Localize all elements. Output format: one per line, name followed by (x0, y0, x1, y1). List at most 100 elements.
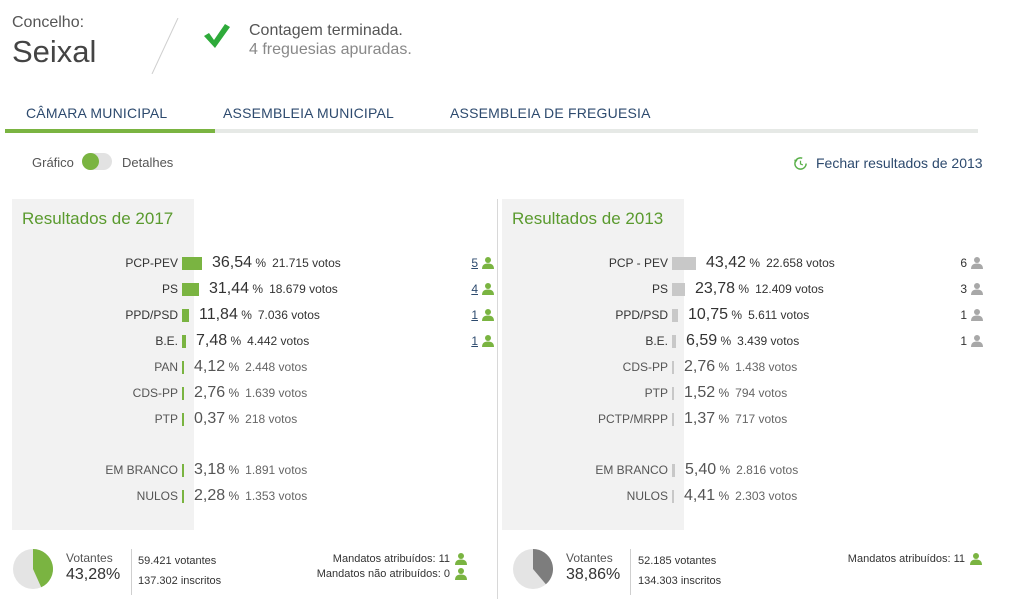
view-toggle[interactable] (82, 153, 112, 170)
vote-count: 2.816 votos (736, 463, 799, 477)
person-icon (482, 283, 494, 295)
result-bar (672, 257, 696, 270)
result-percentage: 1,52 % 794 votos (684, 384, 787, 402)
result-percentage: 6,59 % 3.439 votos (686, 332, 799, 350)
percent-value: 4,12 (194, 358, 226, 375)
percent-value: 23,78 (695, 280, 736, 297)
result-bar (672, 309, 678, 322)
turnout-2013-label: Votantes (566, 551, 613, 565)
result-percentage: 1,37 % 717 votos (684, 410, 787, 428)
tab-camara-municipal[interactable]: CÂMARA MUNICIPAL (26, 105, 168, 121)
seats-number[interactable]: 1 (471, 308, 478, 322)
percent-symbol: % (225, 386, 240, 400)
seats-assigned-2013-text: Mandatos atribuídos: 11 (847, 553, 965, 565)
party-name: PS (651, 282, 668, 296)
percent-value: 36,54 (212, 254, 253, 271)
results-2017-title: Resultados de 2017 (22, 209, 174, 228)
party-name: PAN (154, 360, 178, 374)
percent-symbol: % (728, 308, 743, 322)
vote-count: 12.409 votos (755, 282, 824, 296)
seats-count[interactable]: 1 (471, 308, 494, 322)
seats-count[interactable]: 4 (471, 282, 494, 296)
seats-count[interactable]: 5 (471, 256, 494, 270)
vote-count: 2.448 votos (245, 360, 308, 374)
party-name: PCP - PEV (608, 256, 668, 270)
seats-number[interactable]: 4 (471, 282, 478, 296)
result-percentage: 2,76 % 1.438 votos (684, 358, 797, 376)
percent-value: 2,28 (194, 487, 226, 504)
seats-number[interactable]: 5 (471, 256, 478, 270)
party-name: B.E. (645, 334, 668, 348)
seats-unassigned-2017: Mandatos não atribuídos: 0 (317, 568, 467, 580)
party-name: PCTP/MRPP (597, 412, 668, 426)
turnout-2017-pie (13, 549, 53, 589)
result-percentage: 23,78 % 12.409 votos (695, 280, 824, 298)
turnout-2013-pie (513, 549, 553, 589)
seats-number: 6 (960, 256, 967, 270)
tab-assembleia-freguesia[interactable]: ASSEMBLEIA DE FREGUESIA (450, 105, 651, 121)
seats-count[interactable]: 1 (471, 334, 494, 348)
result-bar (672, 361, 674, 374)
percent-symbol: % (252, 256, 267, 270)
percent-value: 6,59 (686, 332, 718, 349)
seats-count: 3 (960, 282, 983, 296)
seats-assigned-2017: Mandatos atribuídos: 11 (333, 553, 467, 565)
result-percentage: 11,84 % 7.036 votos (199, 306, 320, 324)
registered-2013: 134.303 inscritos (638, 575, 722, 587)
result-bar (672, 490, 674, 503)
close-results-label: Fechar resultados de 2013 (816, 155, 983, 171)
turnout-2017-label: Votantes (66, 551, 113, 565)
person-icon (971, 335, 983, 347)
result-percentage: 31,44 % 18.679 votos (209, 280, 338, 298)
party-name: PS (161, 282, 178, 296)
person-icon (971, 257, 983, 269)
result-bar (672, 464, 675, 477)
person-icon (970, 553, 982, 565)
person-icon (482, 257, 494, 269)
result-percentage: 7,48 % 4.442 votos (196, 332, 309, 350)
percent-value: 10,75 (688, 306, 729, 323)
result-percentage: 4,41 % 2.303 votos (684, 487, 797, 505)
count-status-title: Contagem terminada. (249, 22, 403, 39)
close-2013-results-button[interactable]: Fechar resultados de 2013 (793, 155, 983, 171)
turnout-2013-pie-slice (533, 549, 553, 585)
concelho-name: Seixal (12, 34, 97, 69)
result-bar (182, 490, 184, 503)
history-icon (793, 156, 807, 170)
percent-symbol: % (735, 282, 750, 296)
turnout-2013-pct: 38,86% (566, 566, 621, 583)
voters-2017: 59.421 votantes (138, 555, 217, 567)
percent-symbol: % (249, 282, 264, 296)
vote-count: 1.639 votos (245, 386, 308, 400)
toggle-knob[interactable] (82, 153, 99, 170)
percent-value: 7,48 (196, 332, 228, 349)
panels-divider (497, 199, 498, 599)
vote-count: 3.439 votos (737, 334, 800, 348)
person-icon (455, 553, 467, 565)
seats-assigned-2013: Mandatos atribuídos: 11 (848, 553, 982, 565)
result-percentage: 4,12 % 2.448 votos (194, 358, 307, 376)
party-name: CDS-PP (622, 360, 668, 374)
percent-symbol: % (715, 386, 730, 400)
party-name: B.E. (155, 334, 178, 348)
toggle-label-grafico: Gráfico (32, 155, 74, 170)
result-percentage: 10,75 % 5.611 votos (688, 306, 809, 324)
person-icon (971, 309, 983, 321)
person-icon (971, 283, 983, 295)
tab-assembleia-municipal[interactable]: ASSEMBLEIA MUNICIPAL (223, 105, 395, 121)
result-bar (672, 335, 676, 348)
result-bar (182, 413, 184, 426)
result-percentage: 5,40 % 2.816 votos (685, 461, 798, 479)
percent-symbol: % (225, 463, 240, 477)
result-percentage: 43,42 % 22.658 votos (706, 254, 835, 272)
party-name: CDS-PP (132, 386, 178, 400)
result-percentage: 36,54 % 21.715 votos (212, 254, 341, 272)
results-2017-panel (12, 199, 194, 530)
vote-count: 1.891 votos (245, 463, 308, 477)
seats-number[interactable]: 1 (471, 334, 478, 348)
percent-value: 1,52 (684, 384, 716, 401)
turnout-2017-pie-slice (33, 549, 53, 588)
percent-symbol: % (715, 489, 730, 503)
percent-value: 43,42 (706, 254, 747, 271)
vote-count: 1.353 votos (245, 489, 308, 503)
